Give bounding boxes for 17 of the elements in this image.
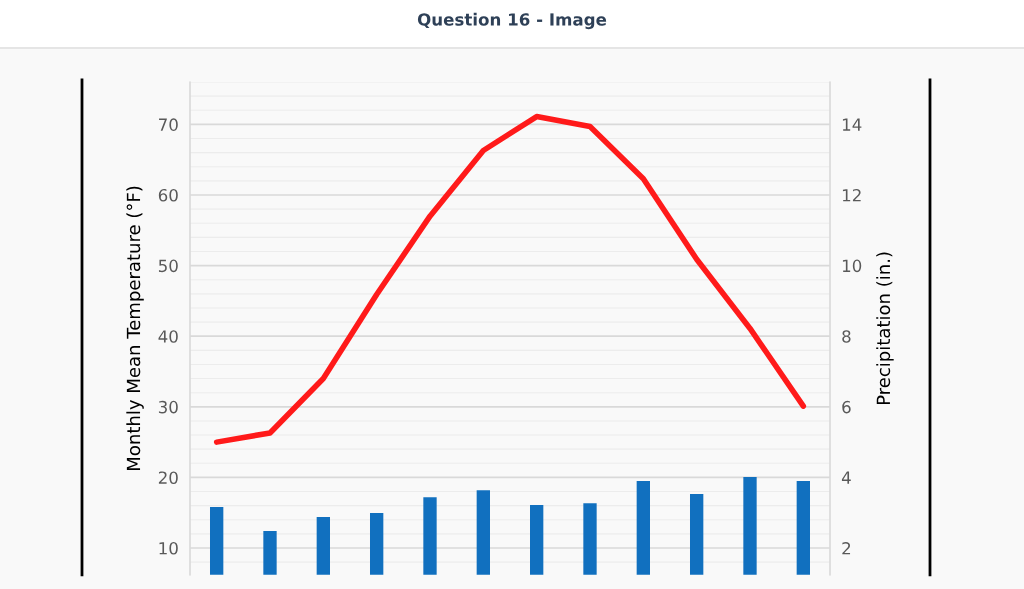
y-tick-label: 60 xyxy=(158,188,178,202)
y2-tick-label: 10 xyxy=(842,259,862,273)
y2-tick-label: 12 xyxy=(842,188,861,202)
y-axis-title: Monthly Mean Temperature (°F) xyxy=(126,186,144,470)
y-tick-label: 30 xyxy=(158,400,178,414)
y2-tick-label: 8 xyxy=(842,330,851,343)
y-tick-label: 40 xyxy=(158,330,178,343)
y-tick-label: 10 xyxy=(159,541,178,555)
y2-tick-label: 2 xyxy=(842,541,851,555)
y-tick-label: 70 xyxy=(159,118,178,131)
y2-axis-title: Precipitation (in.) xyxy=(876,252,894,405)
y-tick-label: 20 xyxy=(158,471,178,484)
y2-tick-label: 14 xyxy=(842,118,862,131)
y-tick-label: 50 xyxy=(158,259,178,273)
y2-tick-label: 4 xyxy=(841,471,851,484)
chart-title: Question 16 - Image xyxy=(417,12,607,30)
y2-tick-label: 6 xyxy=(842,400,851,414)
